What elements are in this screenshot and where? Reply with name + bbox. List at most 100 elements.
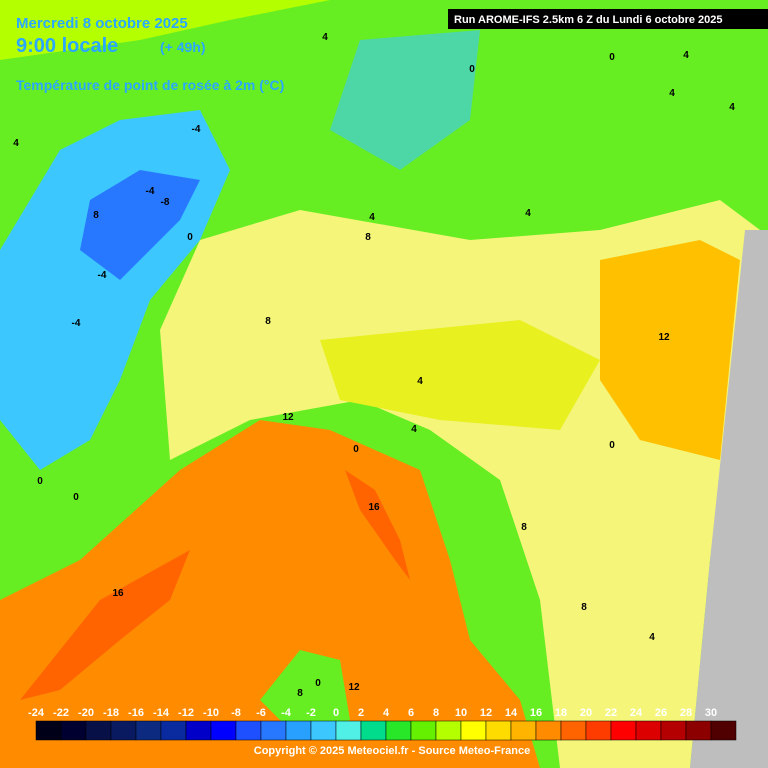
island — [260, 650, 350, 740]
region — [320, 320, 600, 430]
legend-swatch — [235, 720, 262, 741]
run-box — [448, 9, 768, 29]
contour-label: 0 — [609, 52, 615, 63]
legend-swatch — [635, 720, 662, 741]
legend-tick-label: 2 — [358, 707, 364, 719]
legend-swatch — [610, 720, 637, 741]
contour-label: 16 — [368, 502, 380, 513]
legend-tick-label: -12 — [178, 707, 194, 719]
legend-tick-label: 26 — [655, 707, 667, 719]
cold-area — [330, 30, 480, 170]
legend-tick-label: 10 — [455, 707, 467, 719]
legend-swatch — [310, 720, 337, 741]
contour-label: -4 — [192, 124, 201, 135]
legend-tick-label: -8 — [231, 707, 241, 719]
legend-swatch — [360, 720, 387, 741]
legend-tick-label: 4 — [383, 707, 390, 719]
legend-tick-label: 22 — [605, 707, 617, 719]
contour-label: 4 — [525, 208, 531, 219]
contour-label: 12 — [348, 682, 360, 693]
legend-tick-label: -24 — [28, 707, 45, 719]
contour-label: 0 — [353, 444, 359, 455]
legend-tick-label: 12 — [480, 707, 492, 719]
contour-label: 4 — [729, 102, 735, 113]
contour-label: 4 — [369, 212, 375, 223]
cold-core — [80, 170, 200, 280]
contour-label: 8 — [581, 602, 587, 613]
subtitle: Température de point de rosée à 2m (°C) — [16, 77, 284, 93]
legend-swatch — [110, 720, 137, 741]
legend-tick-label: 24 — [630, 707, 643, 719]
contour-label: 8 — [93, 210, 99, 221]
contour-label: 0 — [73, 492, 79, 503]
run-info: Run AROME-IFS 2.5km 6 Z du Lundi 6 octob… — [454, 14, 723, 26]
legend-swatch — [710, 720, 737, 741]
legend-swatch — [535, 720, 562, 741]
legend-swatch — [85, 720, 112, 741]
contour-label: 4 — [322, 32, 328, 43]
legend-tick-label: -4 — [281, 707, 292, 719]
contour-label: -4 — [146, 186, 155, 197]
sea — [0, 420, 540, 768]
contour-label: 12 — [282, 412, 294, 423]
legend-tick-label: 14 — [505, 707, 518, 719]
contour-label: 8 — [365, 232, 371, 243]
contour-label: 16 — [112, 588, 124, 599]
legend-swatch — [135, 720, 162, 741]
legend-tick-label: 30 — [705, 707, 717, 719]
legend-tick-label: 0 — [333, 707, 339, 719]
legend-tick-label: 28 — [680, 707, 692, 719]
legend-tick-label: 20 — [580, 707, 592, 719]
region — [0, 0, 330, 60]
warm-area — [600, 240, 740, 460]
contour-label: 12 — [658, 332, 670, 343]
legend-swatch — [160, 720, 187, 741]
lead: (+ 49h) — [160, 39, 206, 55]
legend-tick-label: 18 — [555, 707, 567, 719]
legend-tick-label: -18 — [103, 707, 119, 719]
copyright: Copyright © 2025 Meteociel.fr - Source M… — [254, 745, 530, 757]
legend-swatch — [685, 720, 712, 741]
legend-swatch — [560, 720, 587, 741]
contour-label: 0 — [187, 232, 193, 243]
contour-label: -4 — [72, 318, 81, 329]
contour-label: 4 — [649, 632, 655, 643]
legend-swatch — [585, 720, 612, 741]
legend-swatch — [485, 720, 512, 741]
contour-label: 4 — [417, 376, 423, 387]
legend-swatch — [285, 720, 312, 741]
contour-label: 8 — [265, 316, 271, 327]
legend-tick-label: -6 — [256, 707, 266, 719]
contour-label: -8 — [161, 197, 170, 208]
legend-swatch — [410, 720, 437, 741]
warm-core — [20, 550, 190, 700]
contour-label: 8 — [297, 688, 303, 699]
contour-label: 8 — [521, 522, 527, 533]
legend-swatch — [60, 720, 87, 741]
legend-swatch — [35, 720, 62, 741]
legend-tick-label: 6 — [408, 707, 414, 719]
contour-label: 4 — [669, 88, 675, 99]
contour-label: 4 — [683, 50, 689, 61]
warm-core — [345, 470, 410, 580]
no-data — [690, 230, 768, 768]
contour-label: 4 — [13, 138, 19, 149]
legend-swatch — [185, 720, 212, 741]
legend-swatch — [260, 720, 287, 741]
date: Mercredi 8 octobre 2025 — [16, 15, 188, 32]
legend-tick-label: -2 — [306, 707, 316, 719]
legend-swatch — [660, 720, 687, 741]
time: 9:00 locale — [16, 35, 118, 57]
contour-label: 0 — [469, 64, 475, 75]
legend-swatch — [510, 720, 537, 741]
legend-tick-label: -16 — [128, 707, 144, 719]
legend-swatch — [210, 720, 237, 741]
legend-tick-label: 16 — [530, 707, 542, 719]
contour-label: -4 — [98, 270, 107, 281]
legend-tick-label: -10 — [203, 707, 219, 719]
legend-tick-label: -20 — [78, 707, 94, 719]
contour-label: 0 — [315, 678, 321, 689]
legend-tick-label: -22 — [53, 707, 69, 719]
